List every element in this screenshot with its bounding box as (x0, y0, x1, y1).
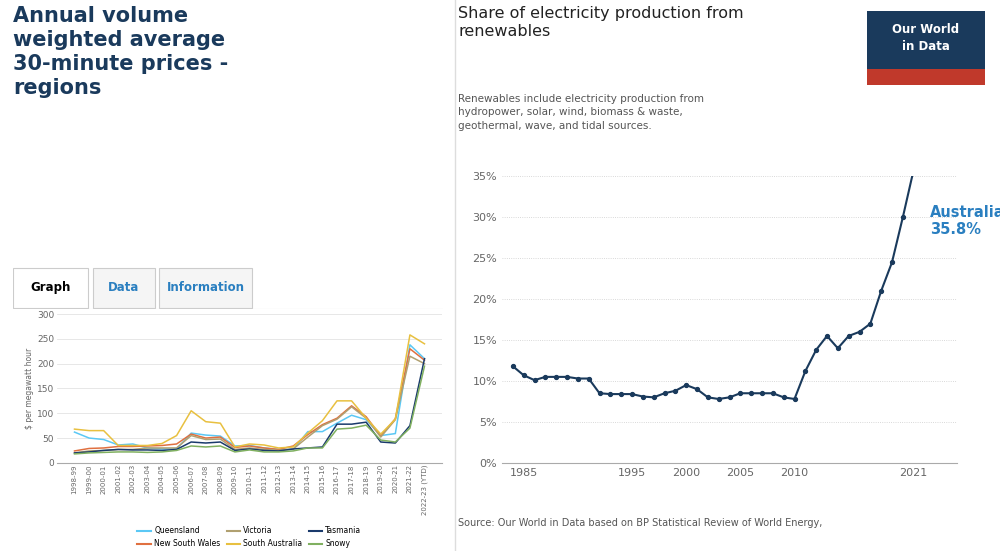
Y-axis label: $ per megawatt hour: $ per megawatt hour (25, 348, 34, 429)
Bar (867, 11, 985, 69)
Text: Source: Our World in Data based on BP Statistical Review of World Energy,: Source: Our World in Data based on BP St… (458, 518, 822, 528)
Text: Annual volume
weighted average
30-minute prices -
regions: Annual volume weighted average 30-minute… (13, 6, 228, 98)
Text: Data: Data (108, 280, 139, 294)
FancyBboxPatch shape (93, 268, 155, 307)
Text: Graph: Graph (30, 280, 71, 294)
Bar (867, 69, 985, 85)
Text: Our World
in Data: Our World in Data (892, 23, 960, 53)
Text: Australia
35.8%: Australia 35.8% (930, 205, 1000, 237)
FancyBboxPatch shape (13, 268, 88, 307)
Text: Share of electricity production from
renewables: Share of electricity production from ren… (458, 6, 744, 39)
Text: Renewables include electricity production from
hydropower, solar, wind, biomass : Renewables include electricity productio… (458, 94, 704, 131)
Legend: Queensland, New South Wales, Victoria, South Australia, Tasmania, Snowy: Queensland, New South Wales, Victoria, S… (134, 523, 365, 551)
FancyBboxPatch shape (159, 268, 252, 307)
Text: Information: Information (166, 280, 244, 294)
